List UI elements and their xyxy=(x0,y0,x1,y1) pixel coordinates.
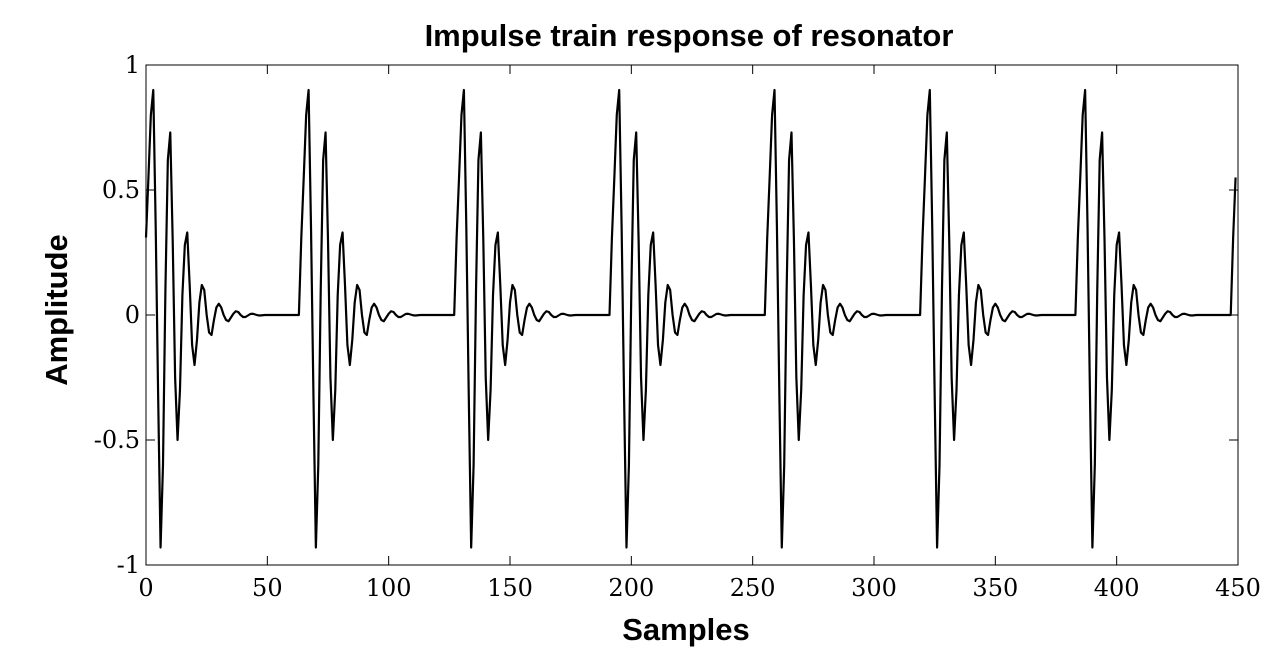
x-tick-label: 250 xyxy=(730,574,776,602)
y-ticks: -1 -0.5 0 0.5 1 xyxy=(94,51,1238,579)
series-line xyxy=(144,88,1237,549)
x-tick-label: 300 xyxy=(851,574,897,602)
x-tick-label: 200 xyxy=(608,574,654,602)
x-tick-label: 400 xyxy=(1094,574,1140,602)
x-ticks: 0 50 100 150 200 250 300 350 400 450 xyxy=(138,65,1261,602)
y-tick-label: 1 xyxy=(125,51,140,79)
y-tick-label: -0.5 xyxy=(94,426,140,454)
x-tick-label: 100 xyxy=(366,574,412,602)
y-tick-label: 0.5 xyxy=(102,176,140,204)
y-tick-label: -1 xyxy=(117,551,140,579)
x-tick-label: 0 xyxy=(138,574,153,602)
x-tick-label: 50 xyxy=(252,574,283,602)
x-tick-label: 450 xyxy=(1215,574,1261,602)
x-axis-label: Samples xyxy=(622,612,750,647)
x-tick-label: 350 xyxy=(972,574,1018,602)
chart-title: Impulse train response of resonator xyxy=(425,18,954,53)
y-axis-label: Amplitude xyxy=(39,234,74,386)
x-tick-label: 150 xyxy=(487,574,533,602)
y-tick-label: 0 xyxy=(125,301,140,329)
